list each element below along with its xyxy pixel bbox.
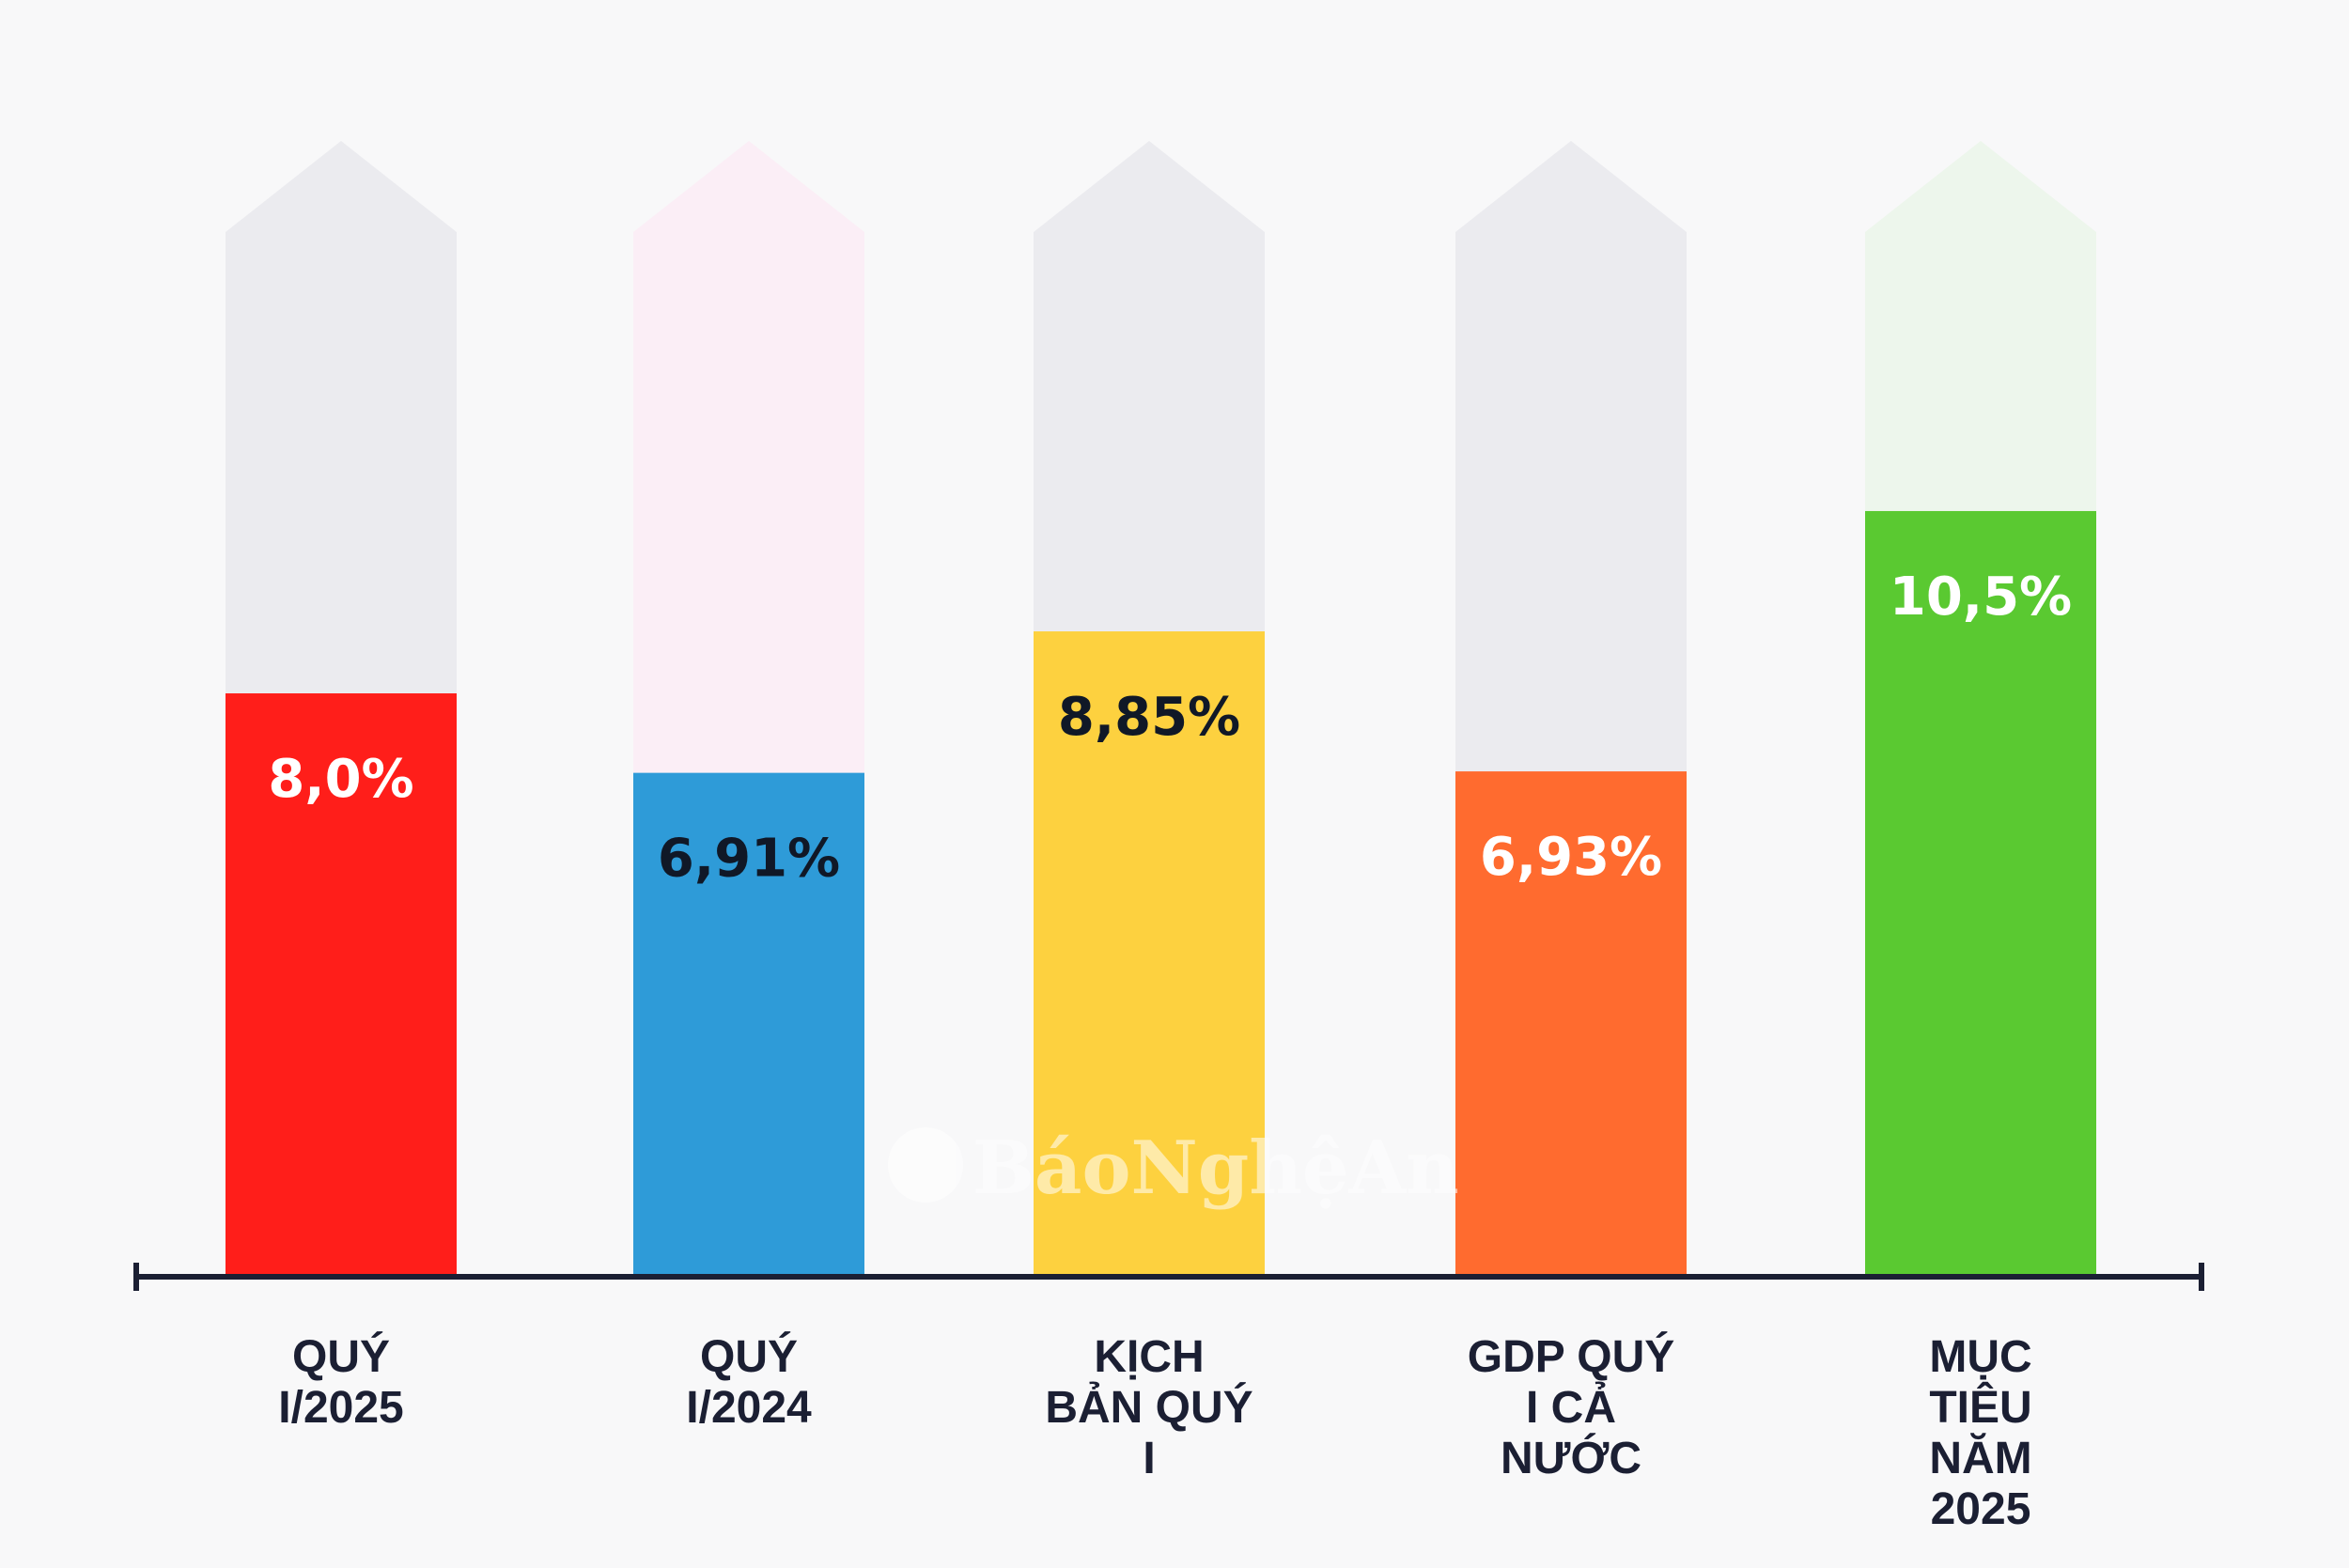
category-label-1: QUÝ I/2024 — [686, 1331, 812, 1433]
bar-1 — [633, 772, 864, 1277]
category-label-4: MỤC TIÊU NĂM 2025 — [1929, 1332, 2031, 1534]
category-label-line: NƯỚC — [1501, 1432, 1641, 1483]
watermark-text: BáoNghệAn — [972, 1126, 1459, 1211]
watermark-logo-icon — [888, 1127, 963, 1203]
category-label-line: QUÝ — [292, 1331, 390, 1382]
category-label-line: KỊCH — [1094, 1332, 1204, 1382]
category-label-2: KỊCH BẢN QUÝ I — [1045, 1332, 1252, 1483]
bar-value-label-1: 6,91% — [658, 829, 840, 890]
category-label-line: I CẢ — [1526, 1381, 1616, 1433]
category-label-line: 2025 — [1931, 1484, 2031, 1534]
category-label-line: BẢN QUÝ — [1045, 1381, 1252, 1433]
category-label-line: GDP QUÝ — [1468, 1331, 1675, 1382]
bar-0 — [226, 693, 457, 1277]
x-axis — [133, 1263, 2204, 1291]
category-label-line: TIÊU — [1929, 1381, 2031, 1433]
bar-2 — [1034, 631, 1265, 1277]
bar-3 — [1455, 771, 1687, 1277]
category-label-line: NĂM — [1929, 1433, 2031, 1483]
bar-value-label-3: 6,93% — [1480, 827, 1662, 888]
watermark: BáoNghệAn — [888, 1126, 1459, 1211]
category-label-3: GDP QUÝ I CẢ NƯỚC — [1468, 1331, 1675, 1483]
bars: 8,0% 6,91% 8,85% 6,93% 10,5% — [226, 510, 2096, 1277]
category-label-0: QUÝ I/2025 — [278, 1331, 403, 1433]
category-label-line: MỤC — [1929, 1332, 2031, 1382]
category-label-line: I/2024 — [686, 1383, 812, 1433]
bar-value-label-4: 10,5% — [1890, 567, 2072, 628]
category-label-line: QUÝ — [700, 1331, 798, 1382]
bar-4 — [1865, 510, 2096, 1277]
bar-value-label-2: 8,85% — [1058, 687, 1240, 748]
bar-value-label-0: 8,0% — [268, 749, 413, 810]
category-label-line: I/2025 — [278, 1383, 403, 1433]
category-label-line: I — [1143, 1434, 1155, 1483]
